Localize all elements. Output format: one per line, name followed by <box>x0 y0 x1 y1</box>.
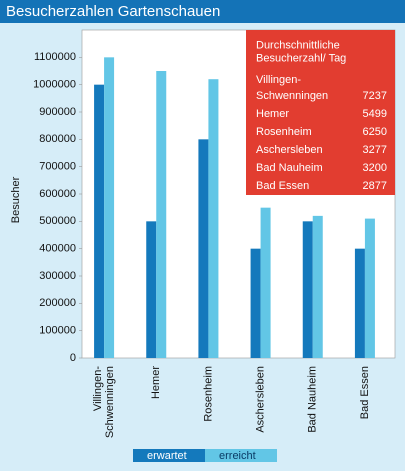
info-value: 3200 <box>363 162 387 174</box>
x-tick-label: Hemer <box>150 366 162 399</box>
info-name: Rosenheim <box>256 126 312 138</box>
bar <box>146 221 157 358</box>
y-tick-label: 1100000 <box>34 51 76 63</box>
info-box <box>246 30 395 195</box>
info-title: Durchschnittliche Besucherzahl/ Tag <box>256 39 346 64</box>
y-tick-label: 500000 <box>39 215 76 227</box>
info-value: 6250 <box>363 126 387 138</box>
legend-swatch <box>205 449 277 462</box>
bar <box>198 139 209 358</box>
y-tick-label: 600000 <box>39 188 76 200</box>
y-tick-label: 1000000 <box>33 79 76 91</box>
bar <box>156 71 167 358</box>
info-name: Bad Essen <box>256 180 309 192</box>
bar <box>94 84 105 359</box>
y-tick-label: 700000 <box>39 161 76 173</box>
info-name: Bad Nauheim <box>256 162 323 174</box>
info-name: Villingen-Schwenningen <box>256 74 328 102</box>
y-tick-label: 400000 <box>39 243 76 255</box>
bar <box>312 215 323 358</box>
bar <box>104 57 115 358</box>
bar <box>354 248 365 358</box>
y-axis-label: Besucher <box>10 176 22 223</box>
bar <box>302 221 313 358</box>
legend-label: erreicht <box>219 450 256 462</box>
legend-label: erwartet <box>147 450 187 462</box>
info-name: Aschersleben <box>256 144 323 156</box>
title-bar <box>0 0 405 23</box>
y-tick-label: 900000 <box>39 106 76 118</box>
bar <box>260 207 271 358</box>
y-tick-label: 0 <box>70 352 76 364</box>
x-tick-label: Rosenheim <box>202 366 214 422</box>
legend-swatch <box>133 449 205 462</box>
y-tick-label: 300000 <box>39 270 76 282</box>
x-tick-label: Villingen-Schwenningen <box>92 366 116 438</box>
y-tick-label: 800000 <box>39 133 76 145</box>
x-tick-label: Bad Essen <box>359 366 371 419</box>
info-value: 7237 <box>363 90 387 102</box>
info-value: 2877 <box>363 180 387 192</box>
y-tick-label: 200000 <box>39 297 76 309</box>
bar <box>364 218 375 358</box>
info-name: Hemer <box>256 108 289 120</box>
info-value: 3277 <box>363 144 387 156</box>
bar <box>250 248 261 358</box>
x-tick-label: Bad Nauheim <box>307 366 319 433</box>
bar <box>208 79 219 358</box>
chart-title: Besucherzahlen Gartenschauen <box>6 3 220 20</box>
x-tick-label: Aschersleben <box>254 366 266 433</box>
y-tick-label: 100000 <box>39 325 76 337</box>
info-value: 5499 <box>363 108 387 120</box>
